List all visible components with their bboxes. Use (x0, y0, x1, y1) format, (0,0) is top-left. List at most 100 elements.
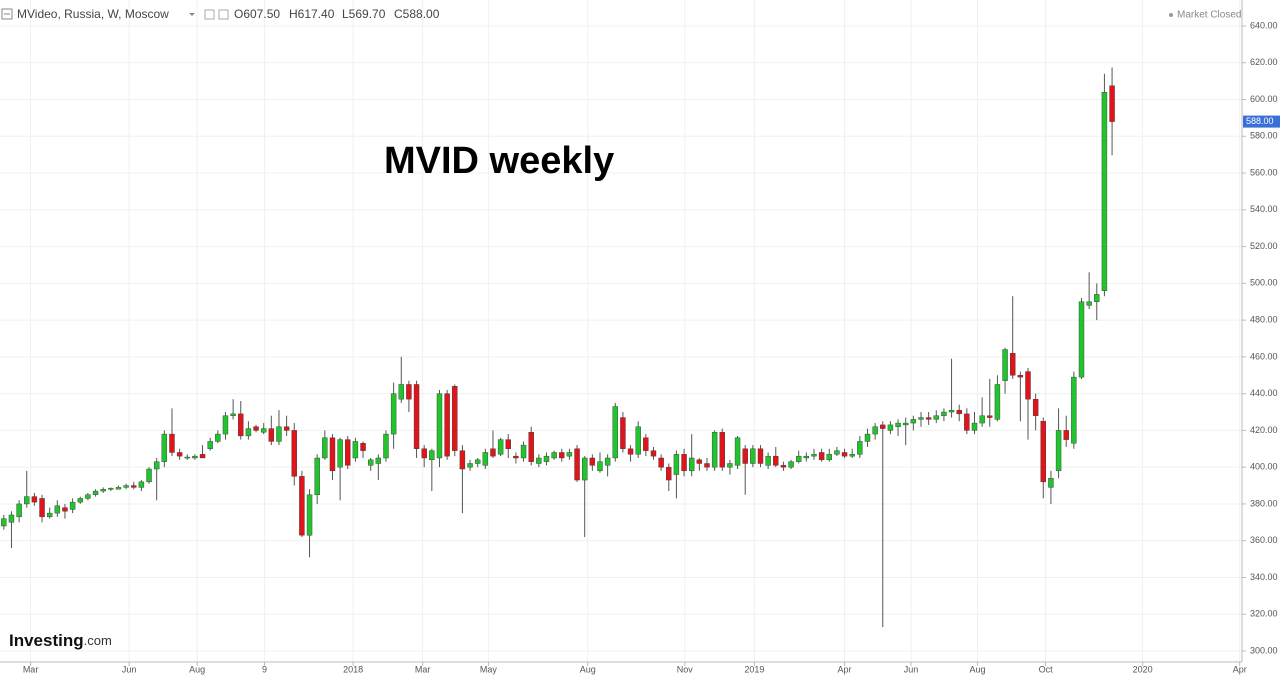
candle-body (750, 448, 756, 464)
candle-body (895, 422, 901, 427)
x-tick-label: Jun (904, 664, 919, 674)
candle-body (238, 413, 244, 437)
candle-body (108, 488, 114, 490)
candle-body (841, 452, 848, 457)
candle-body (1048, 478, 1054, 488)
candle-body (1071, 376, 1077, 444)
candle-body (864, 433, 871, 442)
candle-body (773, 455, 779, 466)
low-text: L569.70 (342, 7, 386, 21)
candle-body (444, 393, 450, 457)
collapse-icon[interactable] (1, 8, 13, 20)
candle-body (375, 457, 382, 464)
candle-body (704, 463, 710, 468)
candle-body (551, 452, 557, 459)
high-text: H617.40 (289, 7, 335, 21)
x-tick-label: May (480, 664, 498, 674)
candle-body (215, 433, 221, 442)
candle-body (765, 455, 771, 466)
x-tick-label: 2020 (1133, 664, 1153, 674)
x-tick-label: 9 (262, 664, 267, 674)
candle-body (727, 463, 733, 468)
candle-body (1002, 349, 1008, 381)
settings-icon[interactable] (204, 9, 215, 20)
candle-body (979, 415, 985, 424)
candle-body (826, 454, 832, 461)
candle-body (643, 437, 649, 451)
candle-body (390, 393, 397, 435)
last-price-tag (1243, 115, 1280, 128)
candle-body (482, 452, 489, 466)
candle-body (436, 393, 443, 459)
candle-body (268, 428, 275, 442)
candle-body (597, 461, 603, 472)
candle-body (383, 433, 389, 459)
candle-body (245, 428, 252, 437)
x-tick-label: Jun (122, 664, 137, 674)
y-tick-label: 400.00 (1250, 462, 1278, 472)
candle-body (818, 452, 825, 461)
candle-body (54, 505, 61, 514)
x-tick-label: Apr (838, 664, 852, 674)
candle-body (650, 450, 657, 457)
candle-body (1086, 301, 1092, 306)
candle-body (69, 501, 76, 510)
candle-body (956, 409, 962, 415)
candle-body (176, 452, 183, 457)
candle-body (329, 437, 336, 472)
candle-body (413, 384, 420, 449)
open-text: O607.50 (234, 7, 280, 21)
y-tick-label: 480.00 (1250, 314, 1278, 324)
candle-body (337, 439, 343, 468)
candle-body (811, 454, 817, 457)
x-tick-label: Mar (23, 664, 39, 674)
candle-body (291, 430, 297, 477)
grid (0, 0, 1242, 662)
candle-body (933, 415, 939, 420)
y-tick-label: 360.00 (1250, 535, 1278, 545)
brand-logo: Investing.com (9, 631, 112, 650)
candle-body (222, 415, 229, 435)
candle-body (635, 426, 641, 455)
candle-body (1063, 430, 1069, 440)
dropdown-arrow[interactable] (189, 13, 195, 16)
candle-body (971, 422, 978, 431)
candle-body (230, 413, 236, 416)
candle-body (994, 384, 1001, 420)
candle-body (925, 417, 932, 420)
brand-name: Investing (9, 631, 84, 650)
candle-body (314, 457, 320, 495)
candle-body (367, 459, 374, 466)
candle-body (345, 439, 351, 466)
candle-body (574, 448, 580, 481)
candle-body (757, 448, 764, 464)
y-tick-label: 640.00 (1250, 20, 1278, 30)
candle-body (1025, 371, 1031, 400)
candle-body (452, 386, 458, 451)
candle-body (46, 512, 53, 518)
candle-body (849, 454, 855, 457)
candle-body (1032, 398, 1039, 416)
candle-body (1094, 294, 1100, 302)
candle-body (100, 489, 106, 492)
close-text: C588.00 (394, 7, 440, 21)
candle-body (803, 455, 810, 459)
candle-body (199, 454, 206, 459)
candle-body (559, 452, 565, 459)
candle-body (406, 384, 412, 400)
symbol[interactable]: MVideo, Russia, W, Moscow (17, 7, 169, 21)
candle-body (429, 450, 435, 461)
status-dot (1169, 13, 1173, 17)
candle-body (742, 448, 748, 464)
candle-body (688, 457, 695, 472)
candle-body (459, 450, 466, 470)
candle-body (276, 426, 282, 442)
x-tick-label: 2018 (343, 664, 363, 674)
candle-body (505, 439, 511, 449)
settings-icon[interactable] (218, 9, 229, 20)
candle-body (627, 448, 634, 455)
candle-body (1017, 375, 1024, 378)
candle-body (16, 503, 22, 518)
candle-body (658, 457, 664, 468)
